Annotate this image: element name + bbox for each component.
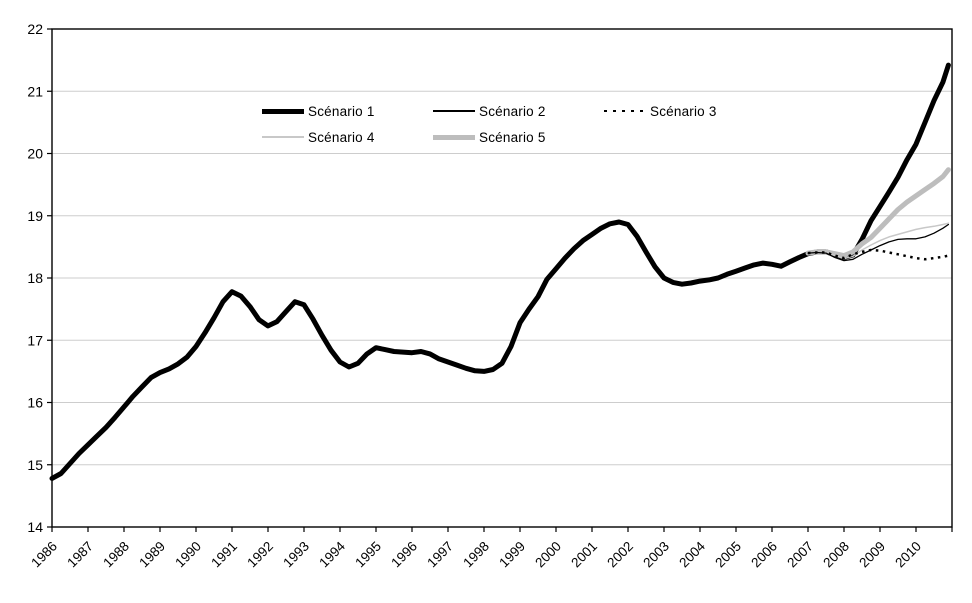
x-axis-label: 1988 [100, 539, 132, 571]
x-axis-label: 2000 [532, 539, 564, 571]
legend-item-scenario-5: Scénario 5 [433, 128, 546, 146]
x-axis-label: 2006 [748, 539, 780, 571]
scenario-1-line-swatch [262, 108, 304, 114]
x-axis-label: 2009 [856, 539, 888, 571]
legend-item-scenario-2: Scénario 2 [433, 102, 546, 120]
legend-label-scenario-3: Scénario 3 [650, 103, 717, 119]
x-axis-label: 1986 [28, 539, 60, 571]
x-axis-label: 1992 [244, 539, 276, 571]
y-axis-label: 20 [27, 146, 43, 162]
scenario-5-line-swatch [433, 134, 475, 140]
y-axis-label: 17 [27, 332, 43, 348]
x-axis-label: 2003 [640, 539, 672, 571]
y-axis-label: 16 [27, 395, 43, 411]
x-axis-label: 2001 [568, 539, 600, 571]
x-axis-label: 1995 [352, 539, 384, 571]
y-axis-label: 15 [27, 457, 43, 473]
legend-label-scenario-2: Scénario 2 [479, 103, 546, 119]
x-axis-label: 1989 [136, 539, 168, 571]
series-line-5 [805, 167, 951, 259]
x-axis-label: 1996 [388, 539, 420, 571]
scenario-3-line-swatch [604, 109, 646, 113]
legend-item-scenario-1: Scénario 1 [262, 102, 375, 120]
y-axis-label: 22 [27, 21, 43, 37]
x-axis-label: 1998 [460, 539, 492, 571]
x-axis-label: 1994 [316, 538, 348, 570]
x-axis-label: 2005 [712, 539, 744, 571]
x-axis-label: 1997 [424, 539, 456, 571]
y-axis-label: 19 [27, 208, 43, 224]
scenario-2-line-swatch [433, 110, 475, 112]
series-line-1 [49, 62, 951, 481]
x-axis-label: 1991 [208, 539, 240, 571]
series-line-2 [807, 223, 950, 262]
legend-label-scenario-1: Scénario 1 [308, 103, 375, 119]
x-axis-label: 1993 [280, 539, 312, 571]
x-axis-label: 2010 [892, 539, 924, 571]
series-line-4 [807, 222, 950, 260]
x-axis-label: 2007 [784, 539, 816, 571]
x-axis-label: 1999 [496, 539, 528, 571]
y-axis-label: 14 [27, 519, 43, 535]
x-axis-label: 2002 [604, 539, 636, 571]
x-axis-label: 1990 [172, 539, 204, 571]
x-axis-label: 1987 [64, 539, 96, 571]
scenario-4-line-swatch [262, 136, 304, 138]
legend-item-scenario-3: Scénario 3 [604, 102, 717, 120]
y-axis-label: 18 [27, 270, 43, 286]
legend-label-scenario-5: Scénario 5 [479, 129, 546, 145]
y-axis-label: 21 [27, 83, 43, 99]
x-axis-label: 2004 [676, 538, 708, 570]
legend-item-scenario-4: Scénario 4 [262, 128, 375, 146]
x-axis-label: 2008 [820, 539, 852, 571]
legend-label-scenario-4: Scénario 4 [308, 129, 375, 145]
